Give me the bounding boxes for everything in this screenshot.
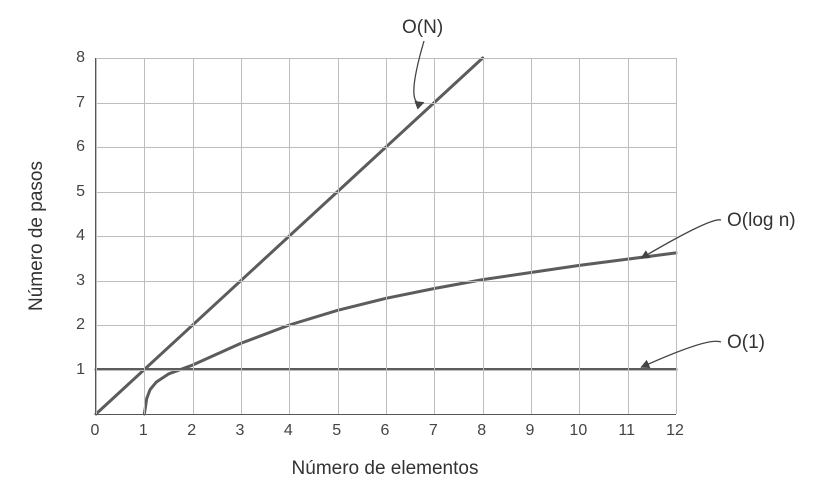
y-tick-label: 3 xyxy=(76,272,85,290)
x-tick-label: 10 xyxy=(569,422,587,440)
x-tick-label: 2 xyxy=(187,422,196,440)
chart-stage: Número de elementos Número de pasos O(N)… xyxy=(0,0,828,504)
series-o-log xyxy=(144,253,676,414)
gridline-h xyxy=(96,236,676,237)
x-tick-label: 8 xyxy=(477,422,486,440)
x-tick-label: 3 xyxy=(236,422,245,440)
gridline-h xyxy=(96,192,676,193)
x-tick-label: 5 xyxy=(332,422,341,440)
x-tick-label: 0 xyxy=(91,422,100,440)
gridline-h xyxy=(96,58,676,59)
x-tick-label: 4 xyxy=(284,422,293,440)
y-tick-label: 2 xyxy=(76,316,85,334)
gridline-h xyxy=(96,103,676,104)
gridline-h xyxy=(96,147,676,148)
legend-o-n: O(N) xyxy=(402,17,443,39)
x-axis-title: Número de elementos xyxy=(292,458,479,480)
x-tick-label: 6 xyxy=(381,422,390,440)
y-tick-label: 1 xyxy=(76,361,85,379)
x-tick-label: 9 xyxy=(526,422,535,440)
plot-area xyxy=(95,58,676,415)
y-tick-label: 5 xyxy=(76,183,85,201)
y-tick-label: 4 xyxy=(76,227,85,245)
x-tick-label: 7 xyxy=(429,422,438,440)
x-tick-label: 1 xyxy=(139,422,148,440)
gridline-h xyxy=(96,281,676,282)
y-tick-label: 7 xyxy=(76,94,85,112)
y-tick-label: 6 xyxy=(76,138,85,156)
y-axis-title: Número de pasos xyxy=(26,161,48,311)
legend-o-log: O(log n) xyxy=(727,210,796,232)
legend-o-1: O(1) xyxy=(727,332,765,354)
gridline-v xyxy=(676,58,677,414)
x-tick-label: 12 xyxy=(666,422,684,440)
gridline-h xyxy=(96,325,676,326)
y-tick-label: 8 xyxy=(76,49,85,67)
gridline-h xyxy=(96,370,676,371)
x-tick-label: 11 xyxy=(618,422,635,440)
